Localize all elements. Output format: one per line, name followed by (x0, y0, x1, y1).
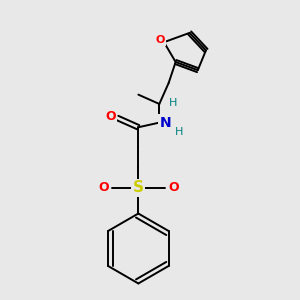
Text: O: O (168, 182, 178, 194)
Text: O: O (98, 182, 109, 194)
Text: O: O (156, 35, 165, 45)
Text: O: O (105, 110, 116, 123)
Text: H: H (175, 127, 183, 137)
Text: N: N (159, 116, 171, 130)
Text: H: H (169, 98, 178, 108)
Text: S: S (133, 180, 144, 195)
